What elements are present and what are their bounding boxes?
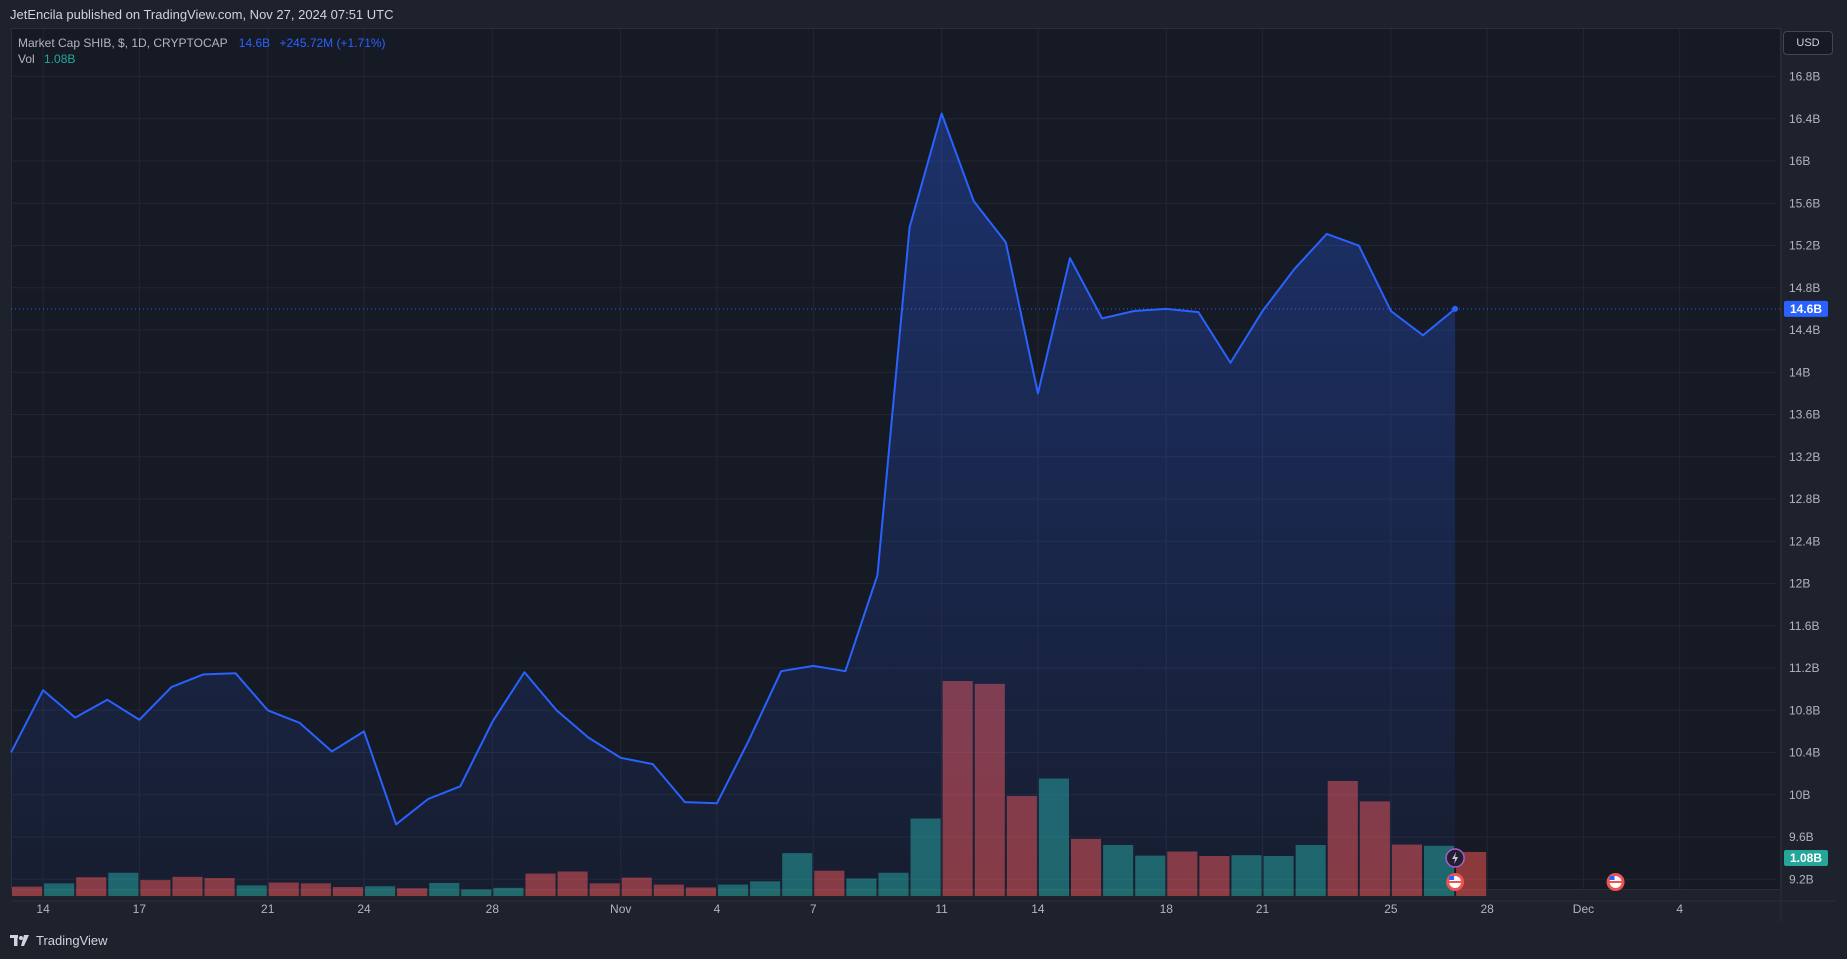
legend-symbol[interactable]: Market Cap SHIB, $, 1D, CRYPTOCAP [18, 36, 228, 50]
us-flag-canton-icon [1449, 876, 1455, 880]
x-tick-label: 17 [133, 902, 147, 916]
y-tick-label: 13.2B [1789, 450, 1820, 464]
y-tick-label: 15.6B [1789, 196, 1820, 210]
us-flag-stripe-icon [1449, 881, 1462, 883]
legend-row-volume: Vol 1.08B [18, 51, 386, 67]
x-tick-label: 14 [36, 902, 50, 916]
us-flag-stripe-icon [1609, 881, 1622, 883]
y-tick-label: 11.2B [1789, 661, 1819, 675]
tradingview-logo-text: TradingView [36, 933, 108, 948]
y-tick-label: 12.4B [1789, 534, 1820, 548]
x-tick-label: 25 [1384, 902, 1398, 916]
footer-bar [0, 922, 1847, 959]
x-tick-label: 4 [714, 902, 721, 916]
legend-change: +245.72M (+1.71%) [279, 36, 386, 50]
last-price-badge [1784, 300, 1828, 317]
last-price-dot [1452, 305, 1459, 312]
tradingview-logo-icon [10, 934, 29, 946]
chart-legend: Market Cap SHIB, $, 1D, CRYPTOCAP 14.6B … [18, 35, 386, 67]
legend-value: 14.6B [238, 36, 271, 50]
lightning-bolt-icon [1452, 852, 1459, 864]
x-tick-label: 21 [261, 902, 275, 916]
x-tick-label: 21 [1256, 902, 1270, 916]
published-caption: JetEncila published on TradingView.com, … [10, 7, 394, 22]
last-price-label: 14.6B [1790, 302, 1822, 316]
y-tick-label: 11.6B [1789, 619, 1819, 633]
price-line[interactable] [10, 112, 1456, 826]
y-tick-label: 16.4B [1789, 112, 1820, 126]
x-tick-label: Nov [610, 902, 631, 916]
y-tick-label: 10.8B [1789, 703, 1820, 717]
x-tick-label: 7 [810, 902, 817, 916]
x-tick-label: 11 [935, 902, 948, 916]
y-tick-label: 9.2B [1789, 872, 1814, 886]
us-flag-canton-icon [1609, 876, 1615, 880]
last-volume-badge [1784, 850, 1828, 866]
y-tick-label: 12.8B [1789, 492, 1820, 506]
x-tick-label: 28 [1481, 902, 1495, 916]
legend-volume-value: 1.08B [44, 52, 76, 66]
legend-volume-label[interactable]: Vol [18, 52, 35, 66]
y-tick-label: 14.8B [1789, 281, 1820, 295]
header-bar: JetEncila published on TradingView.com, … [0, 0, 1847, 28]
legend-row-main: Market Cap SHIB, $, 1D, CRYPTOCAP 14.6B … [18, 35, 386, 51]
y-tick-label: 14.4B [1789, 323, 1820, 337]
y-tick-label: 15.2B [1789, 239, 1820, 253]
y-tick-label: 10.4B [1789, 746, 1820, 760]
y-tick-label: 12B [1789, 577, 1810, 591]
x-tick-label: 24 [357, 902, 371, 916]
price-area-fill [11, 113, 1456, 893]
tradingview-logo[interactable]: TradingView [10, 933, 108, 948]
x-tick-label: Dec [1573, 902, 1594, 916]
last-volume-label: 1.08B [1790, 851, 1822, 865]
x-tick-label: 28 [486, 902, 500, 916]
y-tick-label: 14B [1789, 365, 1810, 379]
x-tick-label: 18 [1160, 902, 1174, 916]
x-tick-label: 14 [1031, 902, 1045, 916]
currency-button[interactable]: USD [1783, 31, 1833, 55]
x-tick-label: 4 [1676, 902, 1683, 916]
y-tick-label: 16.8B [1789, 70, 1820, 84]
y-tick-label: 9.6B [1789, 830, 1814, 844]
y-tick-label: 13.6B [1789, 408, 1820, 422]
y-tick-label: 16B [1789, 154, 1810, 168]
y-tick-label: 10B [1789, 788, 1810, 802]
